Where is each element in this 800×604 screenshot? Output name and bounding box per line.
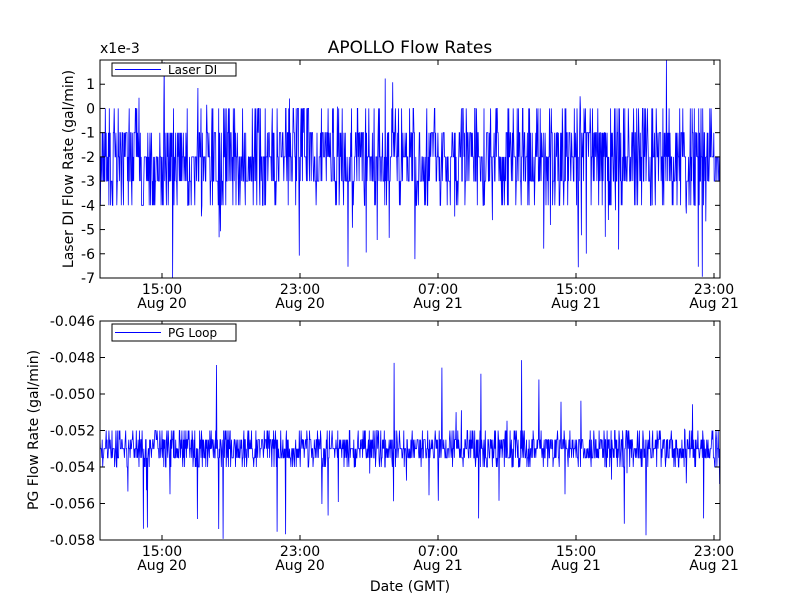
legend-label: Laser DI	[168, 63, 217, 77]
x-tick-label-date: Aug 20	[275, 558, 325, 574]
y-tick-label: -0.048	[50, 351, 95, 367]
x-tick-label-time: 07:00	[418, 544, 458, 560]
chart-title: APOLLO Flow Rates	[328, 38, 493, 58]
x-tick-label-time: 23:00	[694, 544, 734, 560]
legend: Laser DI	[111, 62, 237, 77]
y-tick-label: -0.050	[50, 387, 95, 403]
series-line	[100, 360, 720, 539]
legend-box	[111, 62, 237, 77]
x-tick-label-time: 23:00	[280, 544, 320, 560]
plot-frame	[99, 59, 721, 279]
y-tick-label: -0.046	[50, 314, 95, 330]
y-tick-label: -6	[81, 247, 95, 263]
y-tick-label: -0.058	[50, 533, 95, 549]
pg-loop-panel: -0.058 -0.056 -0.054 -0.052 -0.050 -0.048 -0.0…	[26, 314, 739, 574]
y-tick-label: -3	[81, 174, 95, 190]
x-tick-label-time: 15:00	[556, 282, 596, 298]
y-axis-label: PG Flow Rate (gal/min)	[26, 350, 42, 510]
x-tick-label-time: 15:00	[556, 544, 596, 560]
y-tick-label: -7	[81, 271, 95, 287]
y-tick-label: 1	[86, 77, 95, 93]
y-tick-label: -5	[81, 223, 95, 239]
y-tick-label: -0.056	[50, 497, 95, 513]
x-tick-label-date: Aug 20	[137, 296, 187, 312]
x-tick-label-date: Aug 20	[137, 558, 187, 574]
x-tick-label-date: Aug 21	[689, 558, 739, 574]
x-tick-label-time: 23:00	[280, 282, 320, 298]
y-tick-label: -2	[81, 150, 95, 166]
y-tick-label: -1	[81, 126, 95, 142]
legend: PG Loop	[111, 323, 237, 342]
y-tick-label: -4	[81, 198, 95, 214]
legend-label: PG Loop	[168, 326, 217, 340]
y-axis-label: Laser DI Flow Rate (gal/min)	[61, 70, 77, 268]
x-axis-label: Date (GMT)	[370, 579, 450, 595]
x-tick-label-time: 23:00	[694, 282, 734, 298]
x-tick-label-time: 07:00	[418, 282, 458, 298]
series-line	[100, 60, 720, 278]
y-tick-label: -0.052	[50, 424, 95, 440]
y-tick-label: 0	[86, 101, 95, 117]
x-tick-label-date: Aug 21	[413, 558, 463, 574]
x-tick-label-time: 15:00	[142, 282, 182, 298]
x-tick-label-date: Aug 20	[275, 296, 325, 312]
axis-offset-label: x1e-3	[100, 41, 140, 57]
x-tick-label-date: Aug 21	[551, 296, 601, 312]
x-tick-label-date: Aug 21	[413, 296, 463, 312]
y-tick-label: -0.054	[50, 460, 95, 476]
x-tick-label-date: Aug 21	[689, 296, 739, 312]
x-tick-label-date: Aug 21	[551, 558, 601, 574]
x-tick-label-time: 15:00	[142, 544, 182, 560]
legend-box	[111, 323, 237, 342]
